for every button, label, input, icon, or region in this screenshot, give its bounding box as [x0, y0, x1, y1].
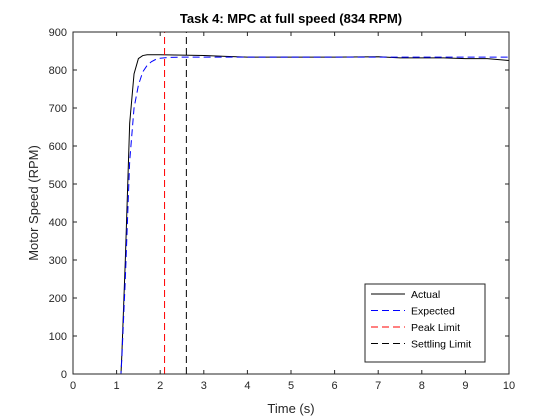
x-tick-label: 1 — [114, 380, 120, 392]
x-tick-label: 5 — [288, 380, 294, 392]
y-tick-label: 100 — [49, 331, 67, 343]
x-tick-label: 3 — [201, 380, 207, 392]
x-tick-label: 8 — [419, 380, 425, 392]
y-tick-label: 300 — [49, 255, 67, 267]
series-line-actual — [73, 54, 510, 375]
legend-box — [364, 283, 486, 363]
x-tick-label: 7 — [375, 380, 381, 392]
y-tick-label: 500 — [49, 179, 67, 191]
legend-label: Peak Limit — [411, 322, 460, 334]
legend-label: Settling Limit — [411, 339, 471, 351]
y-tick-label: 600 — [49, 141, 67, 153]
series-layer — [73, 32, 510, 375]
y-tick-label: 0 — [61, 369, 67, 381]
chart-title: Task 4: MPC at full speed (834 RPM) — [180, 11, 402, 26]
x-tick-label: 6 — [332, 380, 338, 392]
y-tick-label: 200 — [49, 293, 67, 305]
legend-label: Actual — [411, 289, 440, 301]
series-line-expected — [73, 56, 509, 375]
x-axis-title: Time (s) — [267, 401, 314, 416]
legend: Actual Expected Peak Limit Settling Limit — [364, 283, 486, 363]
x-tick-label: 9 — [462, 380, 468, 392]
y-tick-label: 800 — [49, 65, 67, 77]
y-tick-label: 400 — [49, 217, 67, 229]
y-tick-label: 700 — [49, 103, 67, 115]
x-tick-label: 0 — [70, 380, 76, 392]
x-tick-label: 10 — [503, 380, 515, 392]
x-tick-label: 2 — [157, 380, 163, 392]
x-tick-label: 4 — [244, 380, 250, 392]
y-tick-label: 900 — [49, 27, 67, 39]
y-axis-title: Motor Speed (RPM) — [26, 145, 41, 261]
legend-label: Expected — [411, 306, 455, 318]
